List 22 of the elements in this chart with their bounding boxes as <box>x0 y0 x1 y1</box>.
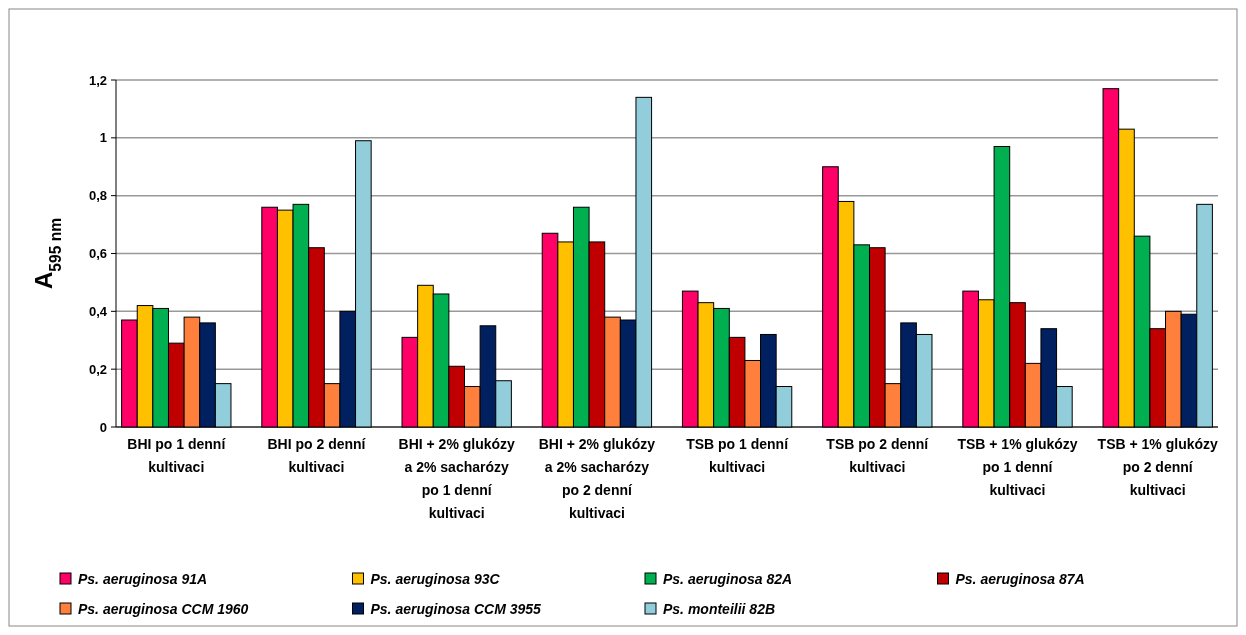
y-tick-label: 1,2 <box>88 72 107 88</box>
x-tick-label: TSB po 2 denní kultivaci <box>826 436 930 475</box>
y-tick-label: 0 <box>99 419 107 435</box>
y-tick-label: 0,6 <box>88 246 107 262</box>
x-tick-label: BHI po 1 denní kultivaci <box>127 436 227 475</box>
legend-label: Ps. aeruginosa 91A <box>78 570 208 587</box>
legend-label: Ps. aeruginosa CCM 1960 <box>78 600 249 617</box>
y-tick-label: 0,2 <box>88 361 107 377</box>
x-tick-label: BHI + 2% glukózy a 2% sacharózy po 2 denní kultivaci <box>538 436 656 521</box>
legend-label: Ps. aeruginosa CCM 3955 <box>370 600 542 617</box>
legend-label: Ps. monteilii 82B <box>663 600 776 617</box>
x-tick-label: TSB po 1 denní kultivaci <box>686 436 790 475</box>
legend-label: Ps. aeruginosa 93C <box>370 570 501 587</box>
x-tick-label: BHI po 2 denní kultivaci <box>267 436 367 475</box>
y-tick-label: 0,4 <box>88 303 108 319</box>
x-tick-label: TSB + 1% glukózy po 2 denní kultivaci <box>1097 436 1219 498</box>
legend-label: Ps. aeruginosa 82A <box>663 570 793 587</box>
legend-label: Ps. aeruginosa 87A <box>955 570 1085 587</box>
x-tick-label: TSB + 1% glukózy po 1 denní kultivaci <box>957 436 1078 498</box>
y-tick-label: 0,8 <box>88 188 107 204</box>
x-tick-label: BHI + 2% glukózy a 2% sacharózy po 1 denní kultivaci <box>398 436 516 521</box>
y-tick-label: 1 <box>99 130 107 146</box>
